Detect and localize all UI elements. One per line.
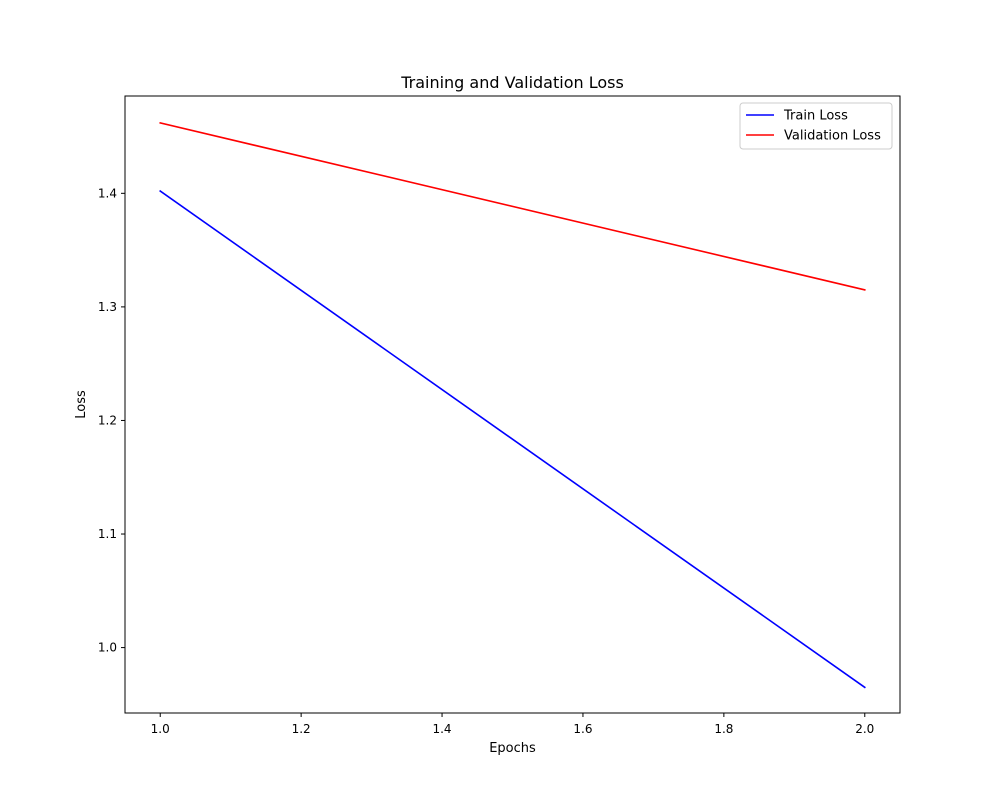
legend: Train Loss Validation Loss [739,102,893,150]
chart-title: Training and Validation Loss [400,73,624,92]
plot-area: 1.0 1.2 1.4 1.6 1.8 2.0 1.0 1.1 1.2 1.3 1.4 [98,95,901,736]
series-line-0 [159,189,866,689]
x-tick-label: 1.2 [292,722,311,736]
x-tick-label: 1.6 [573,722,592,736]
x-tick-label: 1.4 [432,722,451,736]
legend-label-0: Train Loss [783,109,848,124]
y-tick-label: 1.2 [98,413,117,427]
x-axis-label: Epochs [489,741,536,756]
x-tick-label: 2.0 [855,722,874,736]
x-tick-label: 1.8 [714,722,733,736]
series-line-1 [159,121,866,291]
legend-box [739,102,893,150]
y-axis-label: Loss [74,390,89,419]
plot-frame [124,95,901,714]
y-tick-label: 1.0 [98,641,117,655]
y-tick-label: 1.4 [98,186,117,200]
y-tick-label: 1.3 [98,300,117,314]
legend-label-1: Validation Loss [784,129,881,144]
y-tick-label: 1.1 [98,527,117,541]
x-tick-label: 1.0 [151,722,170,736]
